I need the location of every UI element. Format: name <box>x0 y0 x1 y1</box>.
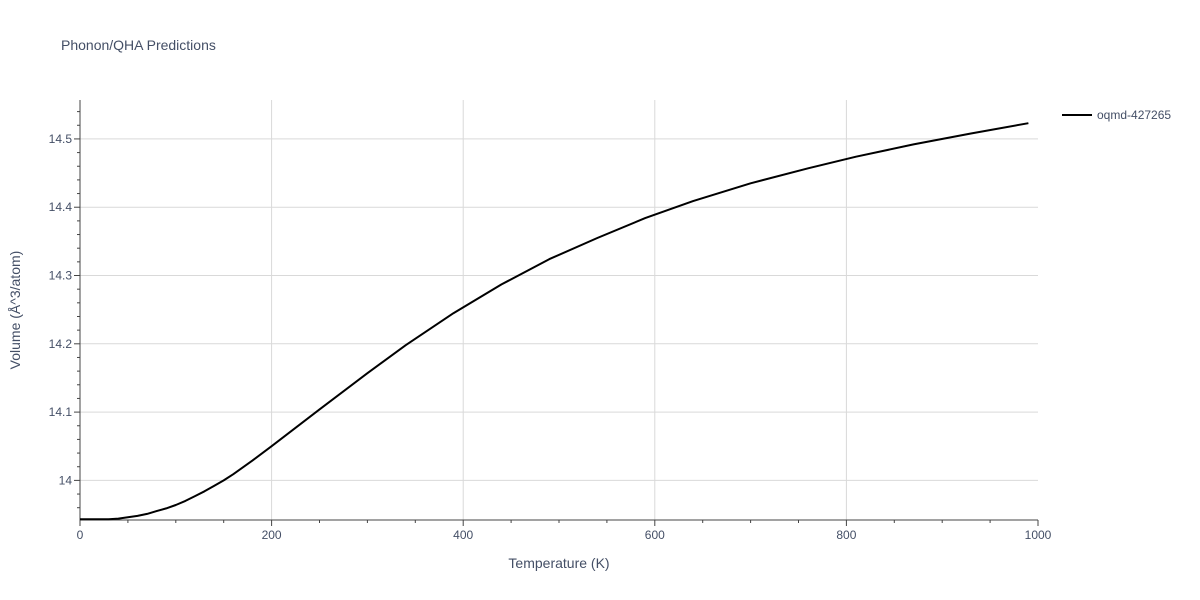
y-tick-label: 14.5 <box>49 132 73 146</box>
legend-label: oqmd-427265 <box>1097 108 1171 122</box>
x-tick-label: 0 <box>77 528 84 542</box>
y-tick-label: 14.3 <box>49 269 73 283</box>
x-tick-label: 800 <box>836 528 856 542</box>
y-tick-label: 14.1 <box>49 405 73 419</box>
x-axis-label: Temperature (K) <box>508 555 609 571</box>
grid-layer <box>80 100 1038 520</box>
axis-layer: 0 200 400 600 800 1000 14 14.1 14.2 14.3 14.4 14.5 <box>49 100 1052 542</box>
y-axis-label: Volume (Å^3/atom) <box>7 251 23 370</box>
chart-title: Phonon/QHA Predictions <box>61 37 216 53</box>
y-tick-label: 14.2 <box>49 337 73 351</box>
series-line <box>80 122 1029 521</box>
x-tick-label: 400 <box>453 528 473 542</box>
x-tick-label: 1000 <box>1025 528 1052 542</box>
x-tick-label: 600 <box>645 528 665 542</box>
legend[interactable]: oqmd-427265 <box>1062 108 1171 122</box>
y-tick-label: 14 <box>59 473 73 487</box>
x-tick-label: 200 <box>262 528 282 542</box>
series-layer <box>80 122 1029 521</box>
y-tick-label: 14.4 <box>49 200 73 214</box>
